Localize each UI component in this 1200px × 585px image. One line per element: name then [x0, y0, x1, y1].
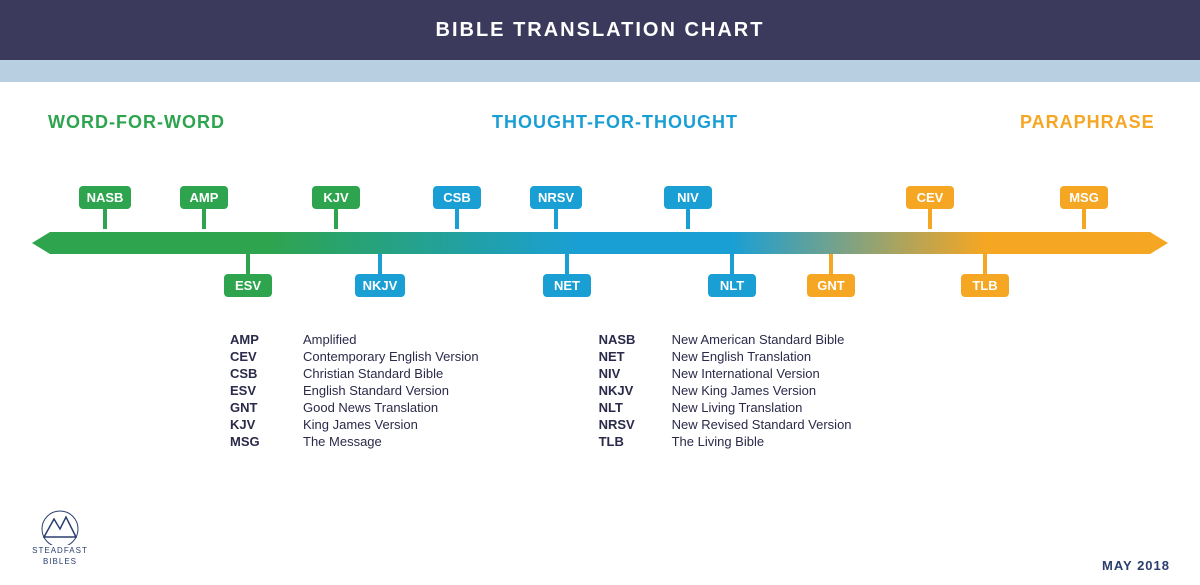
legend-name: New English Translation	[672, 349, 852, 364]
logo-text-bottom: BIBLES	[25, 558, 95, 567]
brand-logo: STEADFAST BIBLES	[25, 505, 95, 575]
marker-stem	[829, 254, 833, 274]
legend-abbr: CSB	[230, 366, 285, 381]
legend-abbr: NIV	[599, 366, 654, 381]
marker-label: NIV	[664, 186, 712, 209]
marker-label: NLT	[708, 274, 756, 297]
marker-stem	[246, 254, 250, 274]
marker-csb: CSB	[427, 186, 487, 229]
marker-label: NRSV	[530, 186, 582, 209]
legend-abbr: NET	[599, 349, 654, 364]
spectrum-label: THOUGHT-FOR-THOUGHT	[492, 112, 738, 133]
legend-name: New International Version	[672, 366, 852, 381]
marker-stem	[686, 209, 690, 229]
marker-nasb: NASB	[75, 186, 135, 229]
header-band: BIBLE TRANSLATION CHART	[0, 0, 1200, 60]
marker-tlb: TLB	[955, 254, 1015, 297]
legend-abbr: GNT	[230, 400, 285, 415]
marker-stem	[103, 209, 107, 229]
spectrum-label: PARAPHRASE	[1020, 112, 1155, 133]
marker-label: TLB	[961, 274, 1009, 297]
legend-name: New King James Version	[672, 383, 852, 398]
legend-abbr: NASB	[599, 332, 654, 347]
marker-label: AMP	[180, 186, 228, 209]
legend-name: Contemporary English Version	[303, 349, 479, 364]
marker-msg: MSG	[1054, 186, 1114, 229]
legend-abbr: NKJV	[599, 383, 654, 398]
marker-label: CEV	[906, 186, 954, 209]
spectrum-chart: NASB AMP ESV KJV NKJV CSB NRSV NET NIV NLT GNT CEV T…	[0, 152, 1200, 332]
legend-abbr: NLT	[599, 400, 654, 415]
legend-name: Amplified	[303, 332, 479, 347]
marker-nrsv: NRSV	[526, 186, 586, 229]
marker-nkjv: NKJV	[350, 254, 410, 297]
legend-name: Good News Translation	[303, 400, 479, 415]
marker-amp: AMP	[174, 186, 234, 229]
legend-name: New Living Translation	[672, 400, 852, 415]
marker-stem	[334, 209, 338, 229]
marker-label: GNT	[807, 274, 855, 297]
legend-column-2: NASB New American Standard Bible NET New En…	[599, 332, 852, 449]
footer-date: MAY 2018	[1102, 558, 1170, 573]
marker-gnt: GNT	[801, 254, 861, 297]
marker-label: NKJV	[355, 274, 406, 297]
marker-stem	[1082, 209, 1086, 229]
gradient-bar	[50, 232, 1150, 254]
marker-niv: NIV	[658, 186, 718, 229]
marker-stem	[983, 254, 987, 274]
spectrum-label: WORD-FOR-WORD	[48, 112, 225, 133]
marker-net: NET	[537, 254, 597, 297]
marker-label: NASB	[79, 186, 132, 209]
marker-stem	[730, 254, 734, 274]
legend-column-1: AMP Amplified CEV Contemporary English Vers…	[230, 332, 479, 449]
logo-text-top: STEADFAST	[25, 547, 95, 556]
legend-abbr: MSG	[230, 434, 285, 449]
mountain-icon	[32, 505, 88, 545]
marker-label: ESV	[224, 274, 272, 297]
legend-abbr: TLB	[599, 434, 654, 449]
marker-esv: ESV	[218, 254, 278, 297]
marker-stem	[565, 254, 569, 274]
marker-stem	[554, 209, 558, 229]
marker-label: CSB	[433, 186, 481, 209]
legend-name: New American Standard Bible	[672, 332, 852, 347]
marker-label: MSG	[1060, 186, 1108, 209]
marker-cev: CEV	[900, 186, 960, 229]
marker-stem	[928, 209, 932, 229]
arrow-left-icon	[32, 232, 50, 254]
legend-abbr: ESV	[230, 383, 285, 398]
marker-label: NET	[543, 274, 591, 297]
legend-name: English Standard Version	[303, 383, 479, 398]
marker-stem	[378, 254, 382, 274]
legend-abbr: CEV	[230, 349, 285, 364]
legend: AMP Amplified CEV Contemporary English Vers…	[230, 332, 1200, 449]
legend-abbr: NRSV	[599, 417, 654, 432]
marker-kjv: KJV	[306, 186, 366, 229]
header-subband	[0, 60, 1200, 82]
marker-stem	[202, 209, 206, 229]
legend-name: King James Version	[303, 417, 479, 432]
legend-name: The Living Bible	[672, 434, 852, 449]
legend-name: Christian Standard Bible	[303, 366, 479, 381]
legend-abbr: KJV	[230, 417, 285, 432]
marker-stem	[455, 209, 459, 229]
marker-label: KJV	[312, 186, 360, 209]
page-title: BIBLE TRANSLATION CHART	[436, 19, 765, 42]
legend-name: New Revised Standard Version	[672, 417, 852, 432]
spectrum-labels: WORD-FOR-WORD THOUGHT-FOR-THOUGHT PARAPHRA…	[0, 112, 1200, 142]
legend-name: The Message	[303, 434, 479, 449]
arrow-right-icon	[1150, 232, 1168, 254]
legend-abbr: AMP	[230, 332, 285, 347]
marker-nlt: NLT	[702, 254, 762, 297]
